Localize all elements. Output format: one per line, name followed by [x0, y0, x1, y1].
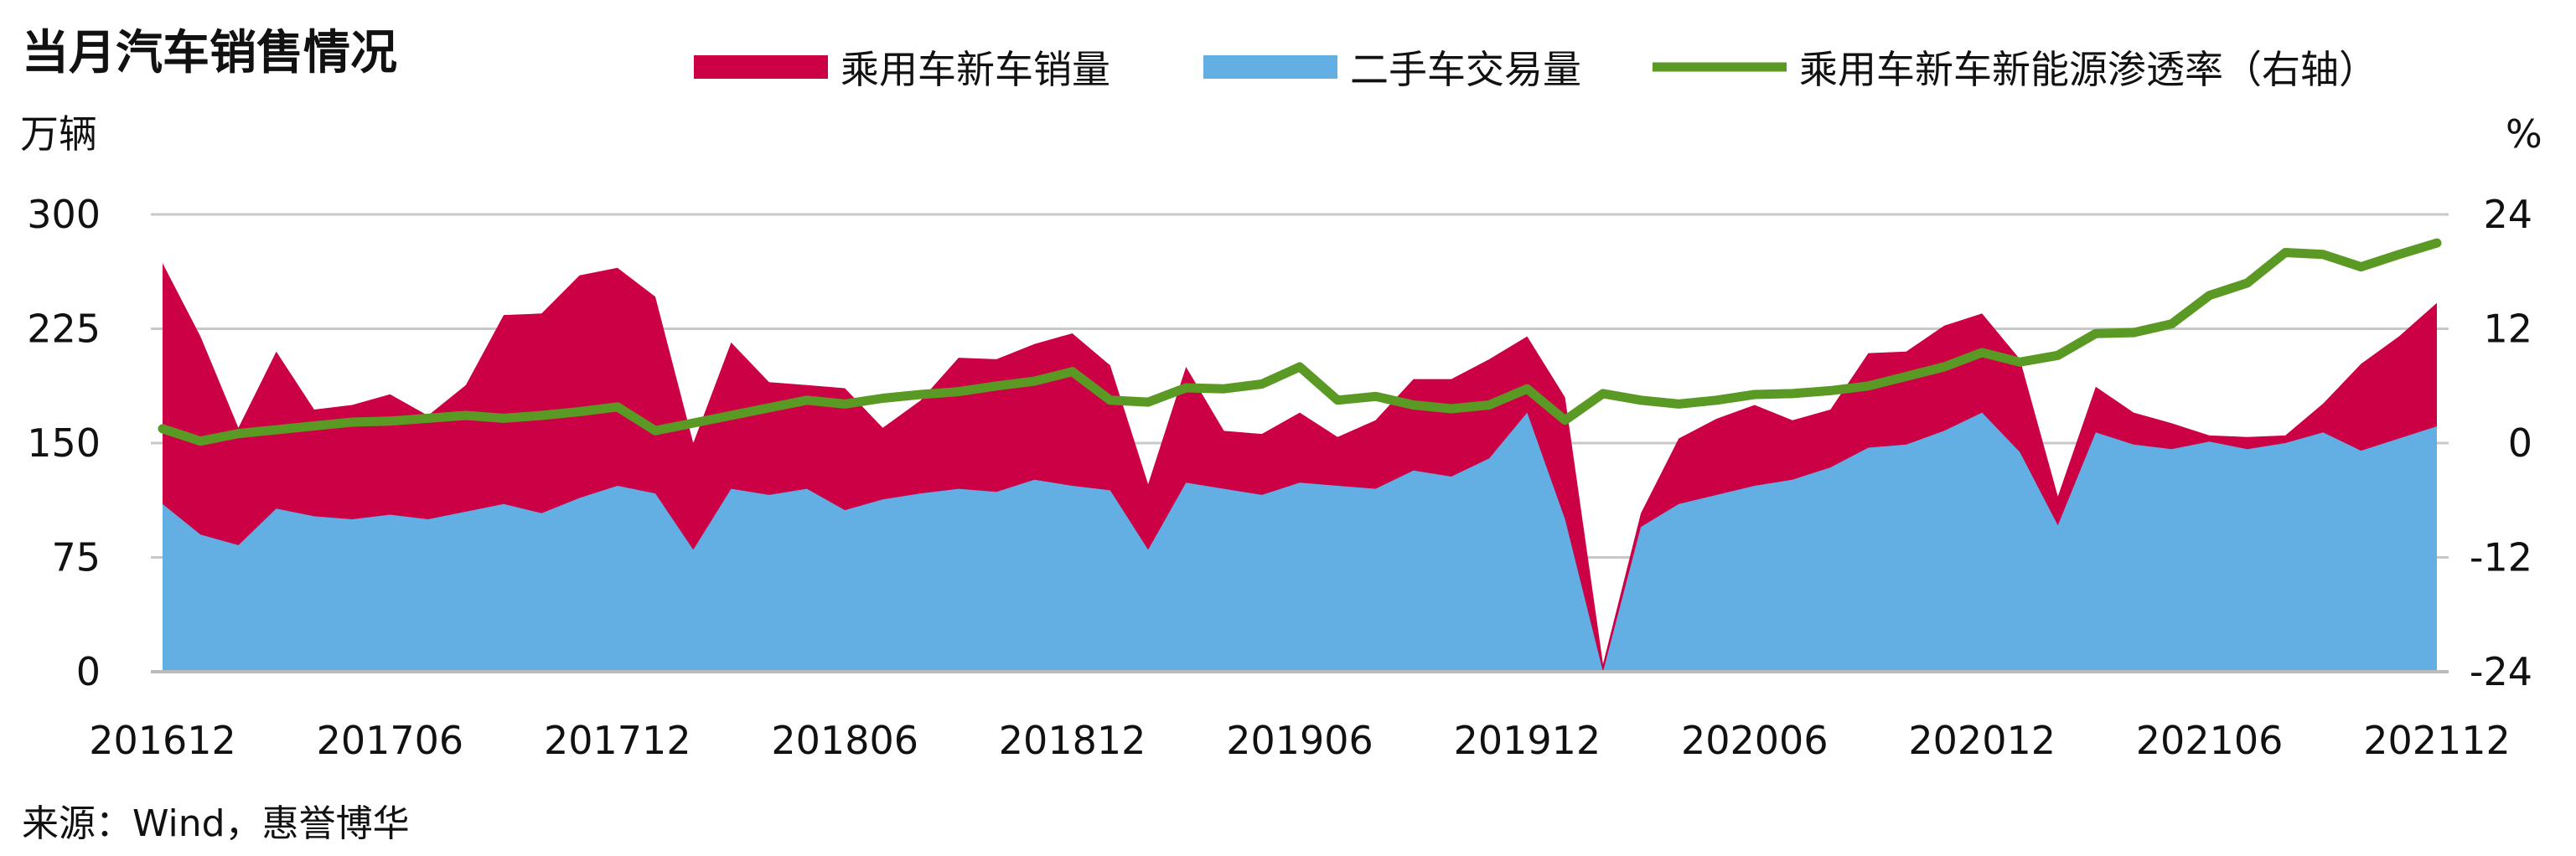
legend-label-new-car: 乘用车新车销量 [841, 47, 1110, 92]
chart-title: 当月汽车销售情况 [22, 26, 397, 80]
area-used-car-trades [163, 412, 2437, 672]
line-series [158, 238, 2442, 446]
legend-label-penetration: 乘用车新车新能源渗透率（右轴） [1799, 47, 2377, 92]
legend-swatch-new-car [694, 55, 828, 79]
x-tick-label: 201912 [1454, 718, 1601, 763]
x-tick-label: 201612 [89, 718, 236, 763]
axis-ticks: 0 -24 75 -12 150 0 225 12 300 24 201612 201706 20171… [27, 192, 2532, 763]
source-note: 来源：Wind，惠誉博华 [22, 802, 410, 845]
x-tick-label: 202106 [2136, 718, 2284, 763]
x-tick-label: 201806 [771, 718, 918, 763]
x-tick-label: 201812 [999, 718, 1146, 763]
y-left-tick-label: 75 [51, 535, 101, 580]
x-tick-label: 202012 [1908, 718, 2056, 763]
x-tick-label: 202112 [2363, 718, 2511, 763]
x-tick-label: 202006 [1681, 718, 1829, 763]
y-left-tick-label: 150 [27, 420, 101, 466]
y-right-tick-label: 24 [2483, 192, 2532, 237]
y-left-tick-label: 300 [27, 192, 101, 237]
y-left-tick-label: 225 [27, 307, 101, 352]
y-left-tick-label: 0 [76, 649, 101, 694]
y-right-tick-label: -24 [2470, 649, 2532, 694]
area-series [163, 263, 2437, 672]
y-right-tick-label: 0 [2508, 420, 2532, 466]
legend-swatch-used-car [1203, 55, 1337, 79]
right-axis-unit: % [2506, 111, 2542, 157]
legend-label-used-car: 二手车交易量 [1350, 47, 1581, 92]
x-tick-label: 201706 [317, 718, 464, 763]
y-right-tick-label: -12 [2470, 535, 2532, 580]
x-tick-label: 201906 [1226, 718, 1373, 763]
left-axis-unit: 万辆 [20, 111, 97, 157]
y-right-tick-label: 12 [2483, 307, 2532, 352]
line-nev-penetration [158, 238, 2442, 446]
x-tick-label: 201712 [544, 718, 691, 763]
